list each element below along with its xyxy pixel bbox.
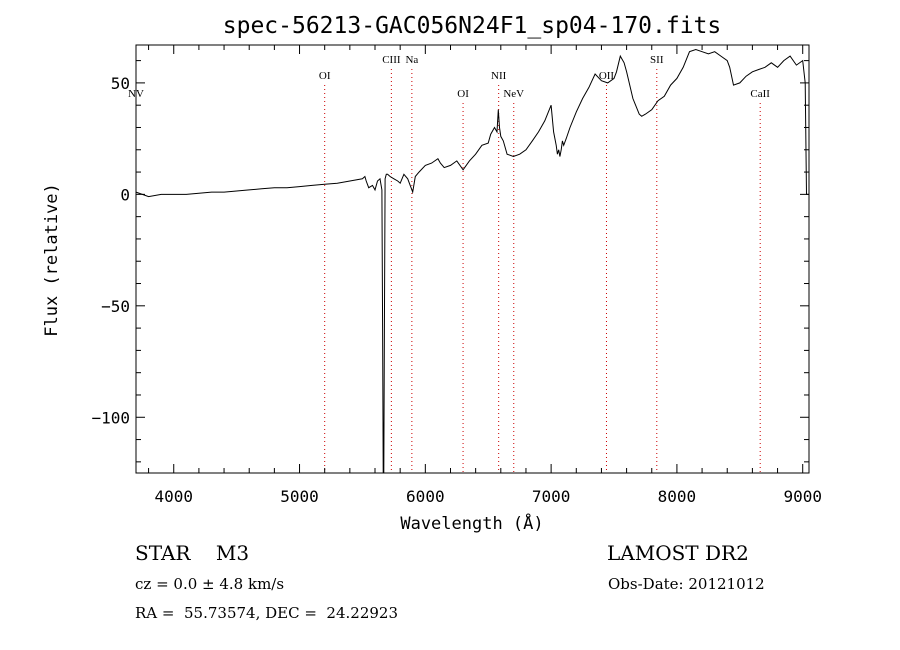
y-tick-label: −50 xyxy=(101,297,130,316)
spectral-line-label: OI xyxy=(457,88,469,100)
spectral-line-label: CIII xyxy=(382,54,401,66)
obs-date: Obs-Date: 20121012 xyxy=(608,575,765,593)
x-tick-label: 6000 xyxy=(406,487,445,506)
y-tick-label: 50 xyxy=(111,74,130,93)
coordinates: RA = 55.73574, DEC = 24.22923 xyxy=(135,604,399,622)
spectral-line-label: OII xyxy=(599,70,615,82)
x-tick-label: 7000 xyxy=(532,487,571,506)
y-tick-label: 0 xyxy=(120,185,130,204)
object-class: STAR M3 xyxy=(135,541,250,565)
spectral-line-label: SII xyxy=(650,54,664,66)
x-axis-label: Wavelength (Å) xyxy=(400,512,543,534)
spectral-line-label: CaII xyxy=(750,88,770,100)
y-tick-label: −100 xyxy=(91,408,130,427)
x-axis-ticks: 4000 5000 6000 7000 8000 9000 xyxy=(148,45,822,506)
redshift-text: cz = 0.0 ± 4.8 km/s xyxy=(135,575,285,593)
x-tick-label: 4000 xyxy=(154,487,193,506)
chart-title: spec-56213-GAC056N24F1_sp04-170.fits xyxy=(223,13,722,39)
survey-name: LAMOST DR2 xyxy=(607,541,749,565)
spectrum-line xyxy=(135,48,809,474)
x-tick-label: 8000 xyxy=(658,487,697,506)
plot-frame xyxy=(135,44,810,474)
y-axis-ticks: −100 −50 0 50 xyxy=(91,60,809,463)
x-tick-label: 5000 xyxy=(280,487,319,506)
spectral-line-label: NII xyxy=(491,70,507,82)
spectral-line-label: OI xyxy=(319,70,331,82)
spectral-line-label: NeV xyxy=(503,88,524,100)
spectral-line-label: Na xyxy=(405,54,418,66)
x-tick-label: 9000 xyxy=(783,487,822,506)
y-axis-label: Flux (relative) xyxy=(42,183,62,337)
